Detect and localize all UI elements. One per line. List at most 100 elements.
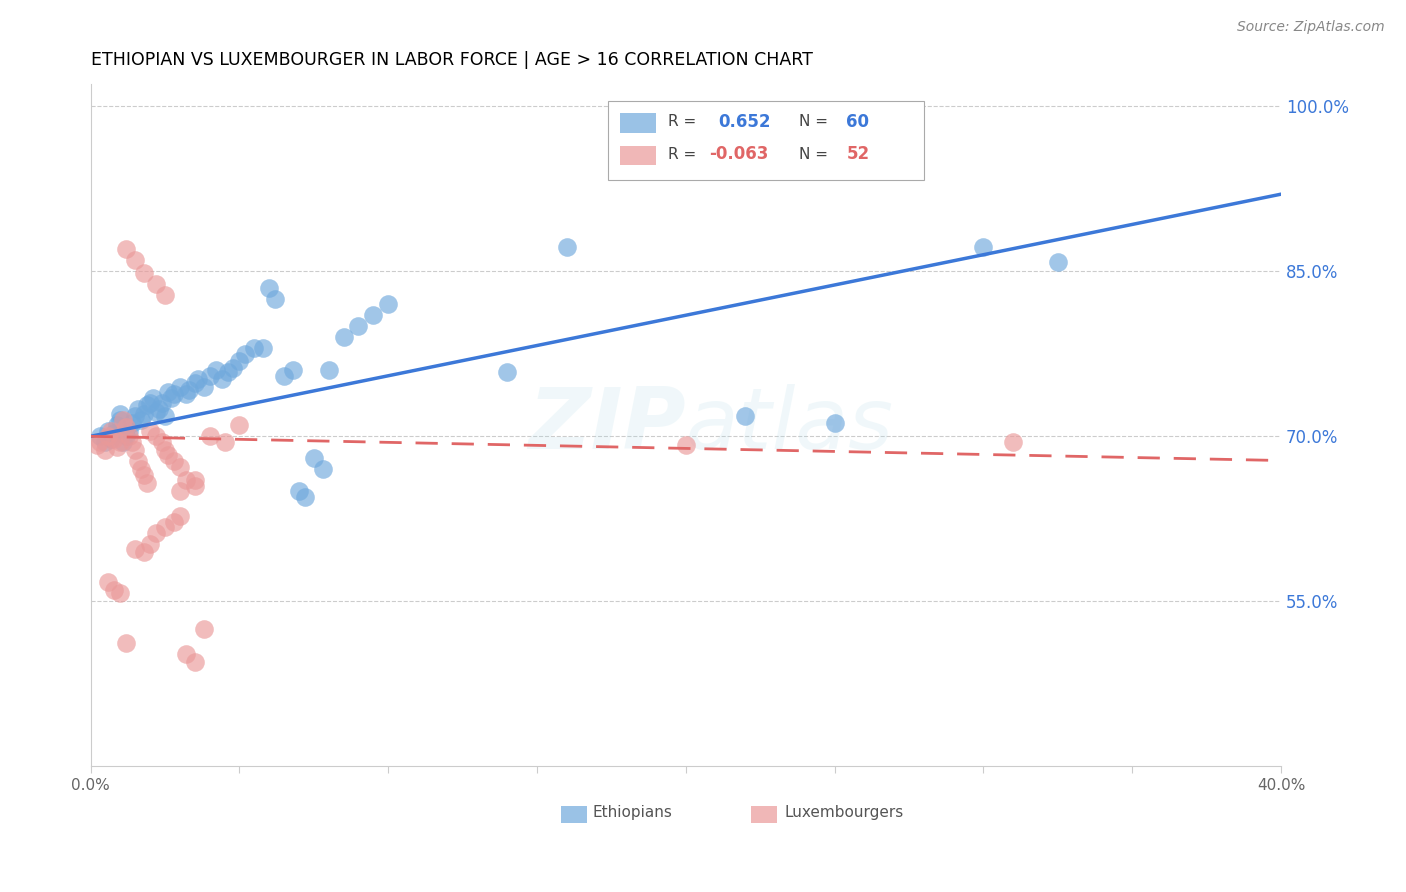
Point: [89, 434, 111, 449]
Text: 0.652: 0.652: [718, 112, 770, 130]
Point: [217, 366, 239, 380]
Point: [142, 391, 165, 405]
Point: [94, 434, 117, 449]
Point: [347, 319, 370, 334]
Point: [318, 363, 340, 377]
Point: [169, 380, 191, 394]
Point: [273, 368, 295, 383]
Text: 52: 52: [846, 145, 869, 163]
Point: [86, 438, 108, 452]
Point: [972, 240, 994, 254]
Point: [163, 387, 186, 401]
Point: [103, 432, 125, 446]
Point: [136, 475, 159, 490]
Point: [824, 416, 846, 430]
Point: [145, 526, 167, 541]
Point: [139, 537, 162, 551]
Point: [174, 473, 197, 487]
Point: [264, 292, 287, 306]
Point: [112, 434, 135, 449]
Point: [153, 442, 176, 457]
Point: [198, 368, 221, 383]
Point: [1002, 434, 1025, 449]
Point: [103, 425, 125, 440]
Point: [184, 479, 207, 493]
Point: [153, 519, 176, 533]
Point: [228, 418, 250, 433]
Text: -0.063: -0.063: [710, 145, 769, 163]
Point: [496, 366, 519, 380]
Text: N =: N =: [799, 147, 828, 162]
Point: [105, 440, 128, 454]
Point: [121, 416, 143, 430]
Point: [235, 347, 257, 361]
Point: [312, 462, 335, 476]
Point: [127, 453, 149, 467]
Point: [332, 330, 354, 344]
Point: [134, 407, 156, 421]
Point: [211, 372, 233, 386]
Text: N =: N =: [799, 114, 828, 129]
Point: [145, 429, 167, 443]
Point: [121, 434, 143, 449]
Point: [112, 413, 135, 427]
Point: [163, 515, 186, 529]
Point: [204, 363, 226, 377]
Point: [363, 308, 385, 322]
Point: [734, 409, 756, 424]
FancyBboxPatch shape: [609, 101, 924, 179]
Point: [110, 413, 132, 427]
Text: R =: R =: [668, 147, 696, 162]
Point: [252, 341, 274, 355]
Point: [97, 429, 120, 443]
Point: [294, 490, 316, 504]
Point: [100, 424, 122, 438]
Point: [115, 429, 138, 443]
Point: [94, 442, 117, 457]
Point: [129, 462, 152, 476]
Point: [148, 401, 170, 416]
Point: [160, 391, 183, 405]
Point: [174, 387, 197, 401]
Point: [103, 583, 125, 598]
Point: [115, 242, 138, 256]
Point: [156, 448, 179, 462]
Point: [118, 429, 141, 443]
Point: [134, 545, 156, 559]
Point: [124, 253, 146, 268]
Point: [150, 396, 173, 410]
Text: Source: ZipAtlas.com: Source: ZipAtlas.com: [1237, 20, 1385, 34]
Point: [193, 380, 215, 394]
Point: [555, 240, 578, 254]
Point: [124, 442, 146, 457]
Point: [198, 429, 221, 443]
Point: [184, 376, 207, 391]
Point: [129, 413, 152, 427]
Point: [97, 574, 120, 589]
Point: [153, 288, 176, 302]
Point: [184, 473, 207, 487]
Point: [145, 277, 167, 292]
Point: [134, 267, 156, 281]
Point: [169, 508, 191, 523]
Text: Luxembourgers: Luxembourgers: [785, 805, 904, 821]
Point: [110, 434, 132, 449]
Point: [110, 585, 132, 599]
Point: [243, 341, 266, 355]
Point: [228, 354, 250, 368]
Point: [153, 409, 176, 424]
Point: [124, 541, 146, 556]
Point: [675, 438, 697, 452]
Point: [193, 622, 215, 636]
Point: [214, 434, 236, 449]
Point: [136, 399, 159, 413]
Text: ZIP: ZIP: [529, 384, 686, 467]
Text: atlas: atlas: [686, 384, 894, 467]
Bar: [620, 146, 657, 165]
Point: [139, 424, 162, 438]
Point: [177, 383, 200, 397]
Point: [281, 363, 304, 377]
Point: [145, 405, 167, 419]
Point: [150, 434, 173, 449]
Point: [127, 401, 149, 416]
